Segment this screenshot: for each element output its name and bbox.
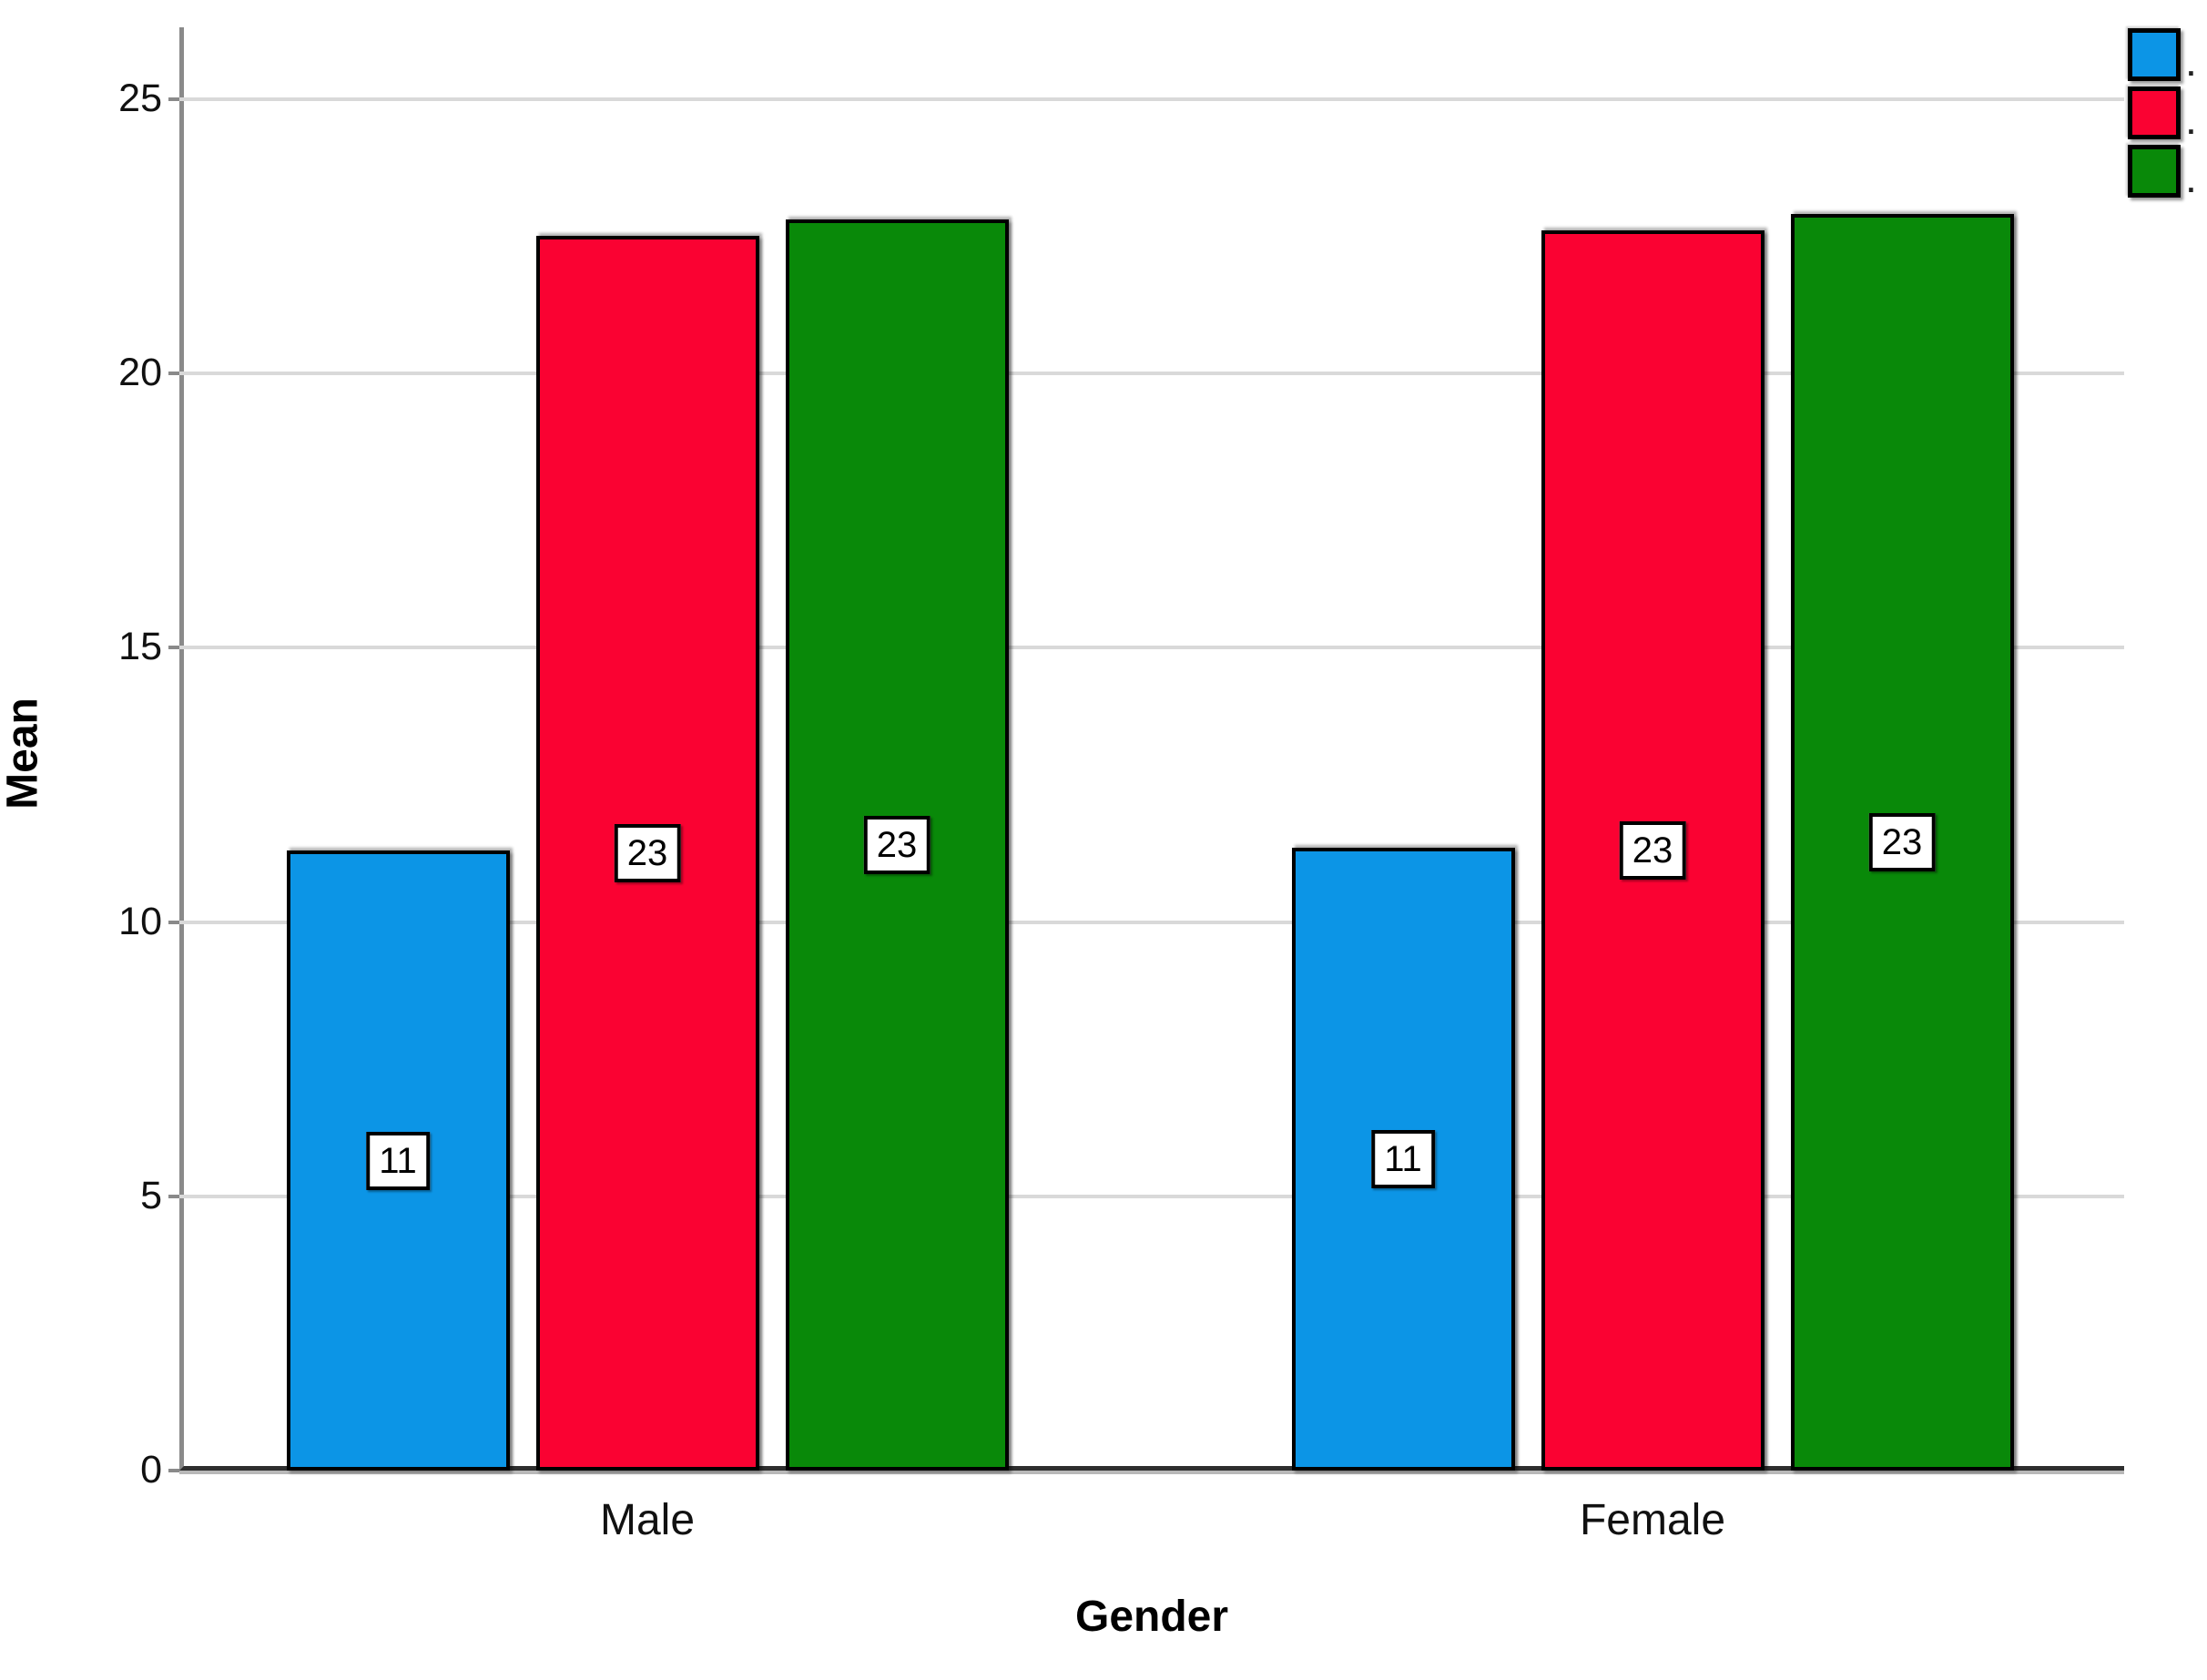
y-axis-tick-25 xyxy=(168,97,179,101)
gridline-y-5 xyxy=(179,1194,2124,1198)
bar-value-label-male-series3: 23 xyxy=(863,816,931,875)
y-tick-label-15: 15 xyxy=(118,625,162,669)
y-tick-label-25: 25 xyxy=(118,76,162,120)
y-axis-tick-0 xyxy=(168,1469,179,1472)
legend-swatch-series2 xyxy=(2128,87,2181,139)
gridline-y-25 xyxy=(179,97,2124,101)
bar-female-series1 xyxy=(1291,848,1515,1471)
bar-value-label-male-series2: 23 xyxy=(614,824,681,883)
y-axis-tick-10 xyxy=(168,920,179,924)
legend-swatch-series3 xyxy=(2128,145,2181,198)
y-axis-tick-5 xyxy=(168,1194,179,1198)
y-axis-tick-20 xyxy=(168,372,179,375)
legend-swatch-series1 xyxy=(2128,28,2181,81)
x-tick-label-female: Female xyxy=(1579,1496,1726,1544)
gridline-y-15 xyxy=(179,646,2124,650)
gridline-y-20 xyxy=(179,372,2124,375)
x-tick-label-male: Male xyxy=(599,1496,696,1544)
bar-female-series3 xyxy=(1790,214,2014,1471)
legend-label-series3: . xyxy=(2187,166,2195,199)
bar-value-label-female-series2: 23 xyxy=(1619,821,1686,881)
gridline-y-10 xyxy=(179,920,2124,924)
bar-value-label-female-series1: 11 xyxy=(1371,1130,1435,1189)
x-axis-title: Gender xyxy=(1074,1593,1229,1641)
legend-label-series1: . xyxy=(2187,49,2195,82)
y-tick-label-0: 0 xyxy=(140,1448,162,1492)
bar-value-label-male-series1: 11 xyxy=(366,1131,430,1190)
y-tick-label-20: 20 xyxy=(118,351,162,394)
y-tick-label-5: 5 xyxy=(140,1173,162,1217)
legend-label-series2: . xyxy=(2187,107,2195,140)
bar-value-label-female-series3: 23 xyxy=(1868,813,1936,872)
y-tick-label-10: 10 xyxy=(118,899,162,943)
y-axis-tick-15 xyxy=(168,646,179,650)
